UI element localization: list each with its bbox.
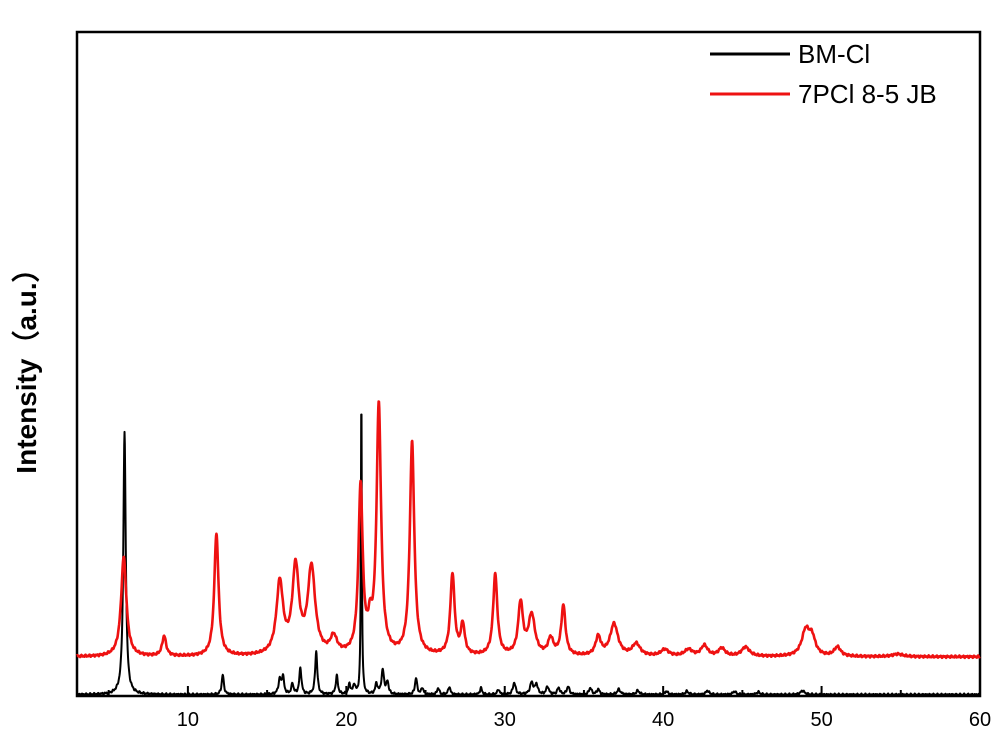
series-layer xyxy=(75,400,981,697)
legend: BM-Cl 7PCl 8-5 JB xyxy=(710,39,937,109)
series-line-2 xyxy=(75,400,981,660)
x-tick-label: 30 xyxy=(494,709,516,731)
x-axis-ticks: 10 20 30 40 50 60 xyxy=(107,686,991,731)
x-tick-label: 60 xyxy=(969,709,991,731)
series-line-1 xyxy=(76,413,981,697)
x-tick-label: 40 xyxy=(652,709,674,731)
x-tick-label: 20 xyxy=(335,709,357,731)
legend-label-1: BM-Cl xyxy=(798,39,870,69)
plot-frame xyxy=(75,30,982,698)
x-tick-label: 10 xyxy=(177,709,199,731)
legend-label-2: 7PCl 8-5 JB xyxy=(798,79,937,109)
y-axis-title: Intensity（a.u.） xyxy=(10,254,42,473)
x-tick-label: 50 xyxy=(810,709,832,731)
